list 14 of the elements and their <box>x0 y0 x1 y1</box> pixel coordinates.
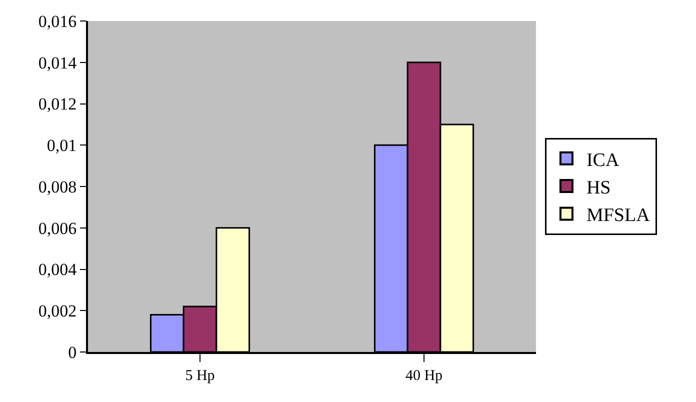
y-tick-label: 0,006 <box>38 218 77 238</box>
x-tick-label: 40 Hp <box>405 368 443 384</box>
y-tick-label: 0,012 <box>38 94 77 114</box>
y-tick-label: 0 <box>68 342 77 362</box>
legend-label: HS <box>586 177 611 198</box>
x-tick-label: 5 Hp <box>185 368 215 384</box>
y-tick-label: 0,016 <box>38 12 77 31</box>
y-tick-label: 0,002 <box>38 302 77 321</box>
y-tick-label: 0,014 <box>38 53 78 72</box>
legend-label: ICA <box>586 150 620 171</box>
legend-label: MFSLA <box>586 205 650 226</box>
y-tick-label: 0,01 <box>46 136 77 156</box>
y-tick-label: 0,004 <box>38 260 78 280</box>
y-tick-label: 0,008 <box>38 177 77 196</box>
